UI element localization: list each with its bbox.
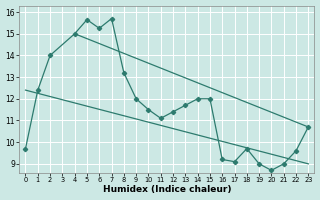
X-axis label: Humidex (Indice chaleur): Humidex (Indice chaleur) <box>103 185 231 194</box>
